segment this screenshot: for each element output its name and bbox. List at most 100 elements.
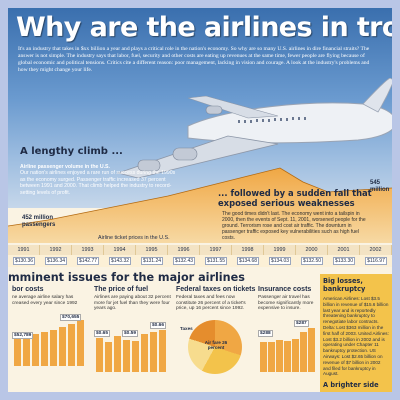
insurance-costs-bars: $288 $287 bbox=[258, 316, 318, 378]
price-cell: $143.32 bbox=[104, 255, 136, 267]
price-cell: $131.24 bbox=[136, 255, 168, 267]
insurance-costs-panel: Insurance costs Passenger air travel has… bbox=[258, 286, 318, 392]
year-label: 1996 bbox=[168, 245, 200, 255]
insurance-bar bbox=[308, 327, 315, 372]
passenger-start-unit: passengers bbox=[22, 221, 56, 228]
price-label: $134.03 bbox=[268, 257, 292, 265]
federal-taxes-desc: Federal taxes and fees now constitute 26… bbox=[176, 295, 246, 312]
fuel-bar bbox=[114, 335, 121, 372]
insurance-bar bbox=[300, 331, 307, 372]
airplane-illustration bbox=[116, 78, 392, 179]
price-cell: $132.43 bbox=[168, 255, 200, 267]
insurance-bar bbox=[268, 341, 275, 372]
fuel-price-panel: The price of fuel Airlines are paying ab… bbox=[94, 286, 172, 392]
year-label: 2001 bbox=[328, 245, 360, 255]
fuel-price-bars: $0.65 $0.59 $0.66 bbox=[94, 316, 172, 378]
labor-bar bbox=[14, 338, 21, 367]
fuel-price-title: The price of fuel bbox=[94, 286, 149, 293]
year-label: 1992 bbox=[40, 245, 72, 255]
fuel-price-desc: Airlines are paying about 32 percent mor… bbox=[94, 295, 171, 312]
labor-bar bbox=[23, 336, 30, 367]
federal-taxes-pie: Air fare 26 percent Taxes bbox=[176, 316, 256, 378]
labor-bar bbox=[32, 334, 39, 367]
price-label: $136.34 bbox=[44, 257, 68, 265]
labor-costs-bars: $52,789 $70,655 bbox=[12, 310, 90, 372]
year-label: 2002 bbox=[360, 245, 392, 255]
insurance-bar bbox=[260, 341, 267, 372]
labor-costs-panel: bor costs ne average airline salary has … bbox=[12, 286, 90, 392]
insurance-label-1: $288 bbox=[258, 329, 273, 337]
year-label: 1997 bbox=[200, 245, 232, 255]
fuel-bar bbox=[159, 329, 166, 372]
price-label: $132.50 bbox=[300, 257, 324, 265]
price-label: $130.36 bbox=[12, 257, 36, 265]
insurance-bar bbox=[284, 340, 291, 372]
price-label: $132.43 bbox=[172, 257, 196, 265]
labor-bar bbox=[68, 324, 75, 367]
labor-bar bbox=[41, 332, 48, 367]
headline: Why are the airlines in trouble? bbox=[16, 12, 392, 43]
labor-bar bbox=[77, 320, 84, 367]
price-cell: $134.03 bbox=[264, 255, 296, 267]
bankruptcy-sidebar: Big losses, bankruptcy American Airlines… bbox=[320, 274, 392, 392]
year-label: 1998 bbox=[232, 245, 264, 255]
infographic-frame: Why are the airlines in trouble? It's an… bbox=[8, 8, 392, 392]
followed-by-body: The good times didn't last. The economy … bbox=[222, 211, 366, 241]
price-label: $131.55 bbox=[204, 257, 228, 265]
followed-by-heading: ... followed by a sudden fall that expos… bbox=[218, 188, 372, 208]
price-cell: $136.34 bbox=[40, 255, 72, 267]
price-cell: $142.77 bbox=[72, 255, 104, 267]
price-label: $116.97 bbox=[365, 257, 387, 265]
tax-pie-chart bbox=[188, 319, 242, 374]
year-label: 1994 bbox=[104, 245, 136, 255]
fuel-bar bbox=[141, 333, 148, 372]
fuel-bar bbox=[150, 331, 157, 372]
lengthy-climb-text: Our nation's airlines enjoyed a rare run… bbox=[20, 170, 176, 196]
price-cell: $116.97 bbox=[360, 255, 392, 267]
pie-label-fare: Air fare 26 percent bbox=[204, 339, 228, 350]
passenger-start-label: 452 million passengers bbox=[22, 215, 55, 228]
labor-bar bbox=[50, 330, 57, 367]
passenger-area-chart bbox=[8, 167, 392, 243]
insurance-bar bbox=[292, 338, 299, 372]
fuel-bar bbox=[96, 337, 103, 372]
passenger-end-unit: million bbox=[370, 186, 390, 193]
fuel-label-2: $0.59 bbox=[122, 329, 139, 337]
year-ruler: 1991 1992 1993 1994 1995 1996 1997 1998 1999 2000… bbox=[8, 245, 392, 255]
lengthy-climb-body: Airline passenger volume in the U.S. Our… bbox=[20, 164, 180, 196]
passenger-end-label: 545 million bbox=[370, 180, 389, 193]
intro-text: It's an industry that takes in $xx billi… bbox=[18, 46, 370, 74]
ticket-price-row: $130.36 $136.34 $142.77 $143.32 $131.24 $132.… bbox=[8, 255, 392, 267]
price-cell: $130.36 bbox=[8, 255, 40, 267]
price-label: $131.24 bbox=[140, 257, 164, 265]
insurance-bar bbox=[276, 339, 283, 372]
federal-taxes-panel: Federal taxes on tickets Federal taxes a… bbox=[176, 286, 256, 392]
labor-costs-title: bor costs bbox=[12, 286, 44, 293]
bankruptcy-body: American Airlines: Lost $3.5 billion in … bbox=[323, 296, 389, 377]
passenger-end-value: 545 bbox=[370, 180, 381, 186]
federal-taxes-title: Federal taxes on tickets bbox=[176, 286, 256, 293]
insurance-costs-title: Insurance costs bbox=[258, 286, 312, 293]
section-title: mminent issues for the major airlines bbox=[8, 271, 245, 284]
year-label: 2000 bbox=[296, 245, 328, 255]
fuel-bar bbox=[105, 341, 112, 372]
fuel-label-1: $0.65 bbox=[94, 329, 111, 337]
labor-end-label: $70,655 bbox=[60, 314, 82, 322]
fuel-bar bbox=[132, 340, 139, 372]
price-label: $142.77 bbox=[76, 257, 100, 265]
fuel-label-3: $0.66 bbox=[150, 321, 167, 329]
bankruptcy-title: Big losses, bankruptcy bbox=[323, 277, 366, 293]
price-cell: $132.50 bbox=[296, 255, 328, 267]
year-label: 1993 bbox=[72, 245, 104, 255]
price-cell: $131.55 bbox=[200, 255, 232, 267]
fuel-bar bbox=[123, 339, 130, 372]
insurance-label-2: $287 bbox=[294, 319, 309, 327]
price-cell: $134.68 bbox=[232, 255, 264, 267]
lengthy-climb-subheading: Airline passenger volume in the U.S. bbox=[20, 164, 110, 170]
labor-start-label: $52,789 bbox=[12, 332, 34, 340]
labor-bar bbox=[59, 327, 66, 367]
year-label: 1995 bbox=[136, 245, 168, 255]
lengthy-climb-heading: A lengthy climb ... bbox=[20, 146, 123, 157]
labor-costs-desc: ne average airline salary has creased ev… bbox=[12, 295, 78, 306]
insurance-costs-desc: Passenger air travel has become signific… bbox=[258, 295, 314, 312]
